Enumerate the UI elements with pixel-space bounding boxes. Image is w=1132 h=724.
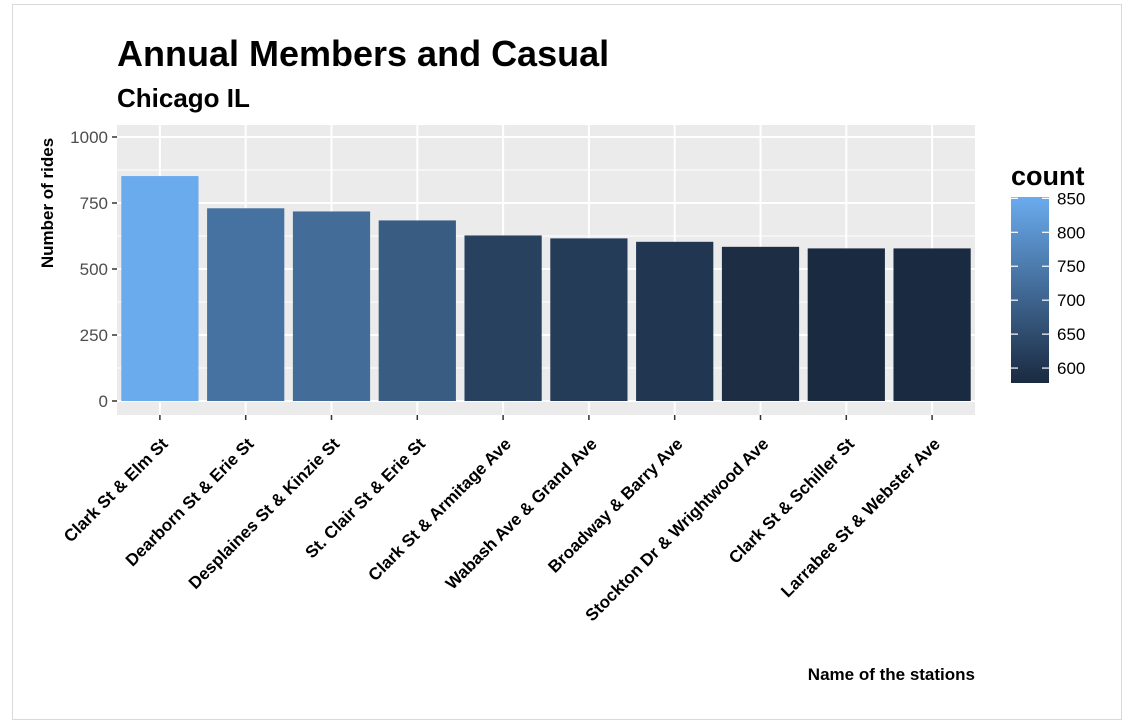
y-tick-label: 750 <box>80 194 108 213</box>
y-tick-label: 0 <box>99 392 108 411</box>
legend-break-label: 850 <box>1057 189 1085 208</box>
legend-title: count <box>1011 161 1085 191</box>
legend-break-label: 800 <box>1057 223 1085 242</box>
bar <box>207 208 285 401</box>
y-tick-label: 500 <box>80 260 108 279</box>
color-legend: count 850 800 750 700 650 600 <box>1011 161 1085 383</box>
legend-break-label: 700 <box>1057 291 1085 310</box>
bar <box>550 238 628 401</box>
legend-colorbar <box>1011 197 1049 383</box>
bar <box>893 248 971 401</box>
bar <box>378 220 456 401</box>
legend-break-label: 600 <box>1057 359 1085 378</box>
x-axis-label: Name of the stations <box>808 665 975 684</box>
x-tick-label: Larrabee St & Webster Ave <box>777 434 944 601</box>
chart-frame: Annual Members and Casual Chicago IL Num… <box>12 4 1122 720</box>
y-tick-label: 1000 <box>70 128 108 147</box>
bar-chart: Annual Members and Casual Chicago IL Num… <box>38 33 1085 684</box>
x-tick-label: Desplaines St & Kinzie St <box>185 434 344 593</box>
chart-title: Annual Members and Casual <box>117 33 609 74</box>
y-tick-label: 250 <box>80 326 108 345</box>
x-tick-label: Stockton Dr & Wrightwood Ave <box>582 434 773 625</box>
bar <box>292 211 371 401</box>
legend-break-label: 750 <box>1057 257 1085 276</box>
x-tick-label: Clark St & Armitage Ave <box>365 434 515 584</box>
chart-subtitle: Chicago IL <box>117 83 250 113</box>
legend-break-label: 650 <box>1057 325 1085 344</box>
bar <box>464 235 542 401</box>
y-axis-label: Number of rides <box>38 138 57 268</box>
bar <box>121 176 199 401</box>
bar <box>636 241 714 401</box>
bar <box>721 246 800 401</box>
bar <box>807 248 885 401</box>
x-tick-label: Wabash Ave & Grand Ave <box>442 434 601 593</box>
